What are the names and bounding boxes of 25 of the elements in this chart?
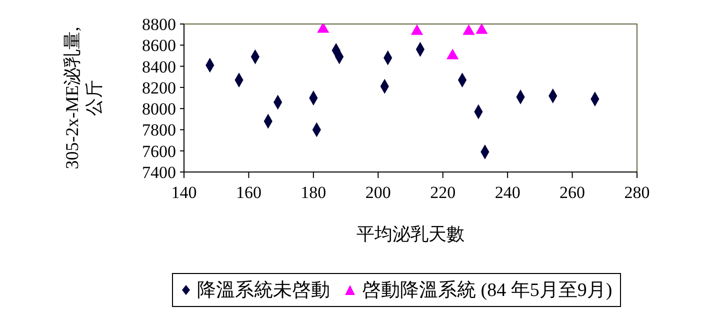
x-tick-label: 260 bbox=[560, 183, 586, 202]
x-axis-title: 平均泌乳天數 bbox=[356, 224, 464, 244]
x-tick-label: 220 bbox=[430, 183, 456, 202]
x-tick-label: 180 bbox=[300, 183, 326, 202]
x-tick-label: 240 bbox=[494, 183, 520, 202]
y-tick-label: 8000 bbox=[142, 100, 176, 119]
y-tick-label: 7600 bbox=[142, 142, 176, 161]
point bbox=[446, 48, 459, 60]
y-tick-label: 8800 bbox=[142, 15, 176, 34]
y-tick-label: 8600 bbox=[142, 36, 176, 56]
x-tick-label: 280 bbox=[624, 183, 650, 202]
point bbox=[462, 24, 475, 35]
x-tick-label: 140 bbox=[171, 183, 197, 202]
y-axis-title: 305-2x-ME泌乳量, 公斤 bbox=[62, 26, 104, 170]
x-tick-label: 200 bbox=[365, 183, 391, 202]
legend-label: 啓動降溫系統 (84 年5月至9月) bbox=[362, 279, 612, 303]
point bbox=[476, 24, 488, 34]
point bbox=[410, 24, 424, 35]
y-tick-label: 8200 bbox=[142, 78, 176, 98]
point bbox=[317, 24, 330, 33]
y-tick-label: 7800 bbox=[142, 120, 176, 140]
legend-label: 降溫系統未啓動 bbox=[197, 279, 330, 303]
y-tick-label: 8400 bbox=[142, 57, 176, 76]
x-tick-label: 160 bbox=[236, 183, 262, 202]
y-tick-label: 7400 bbox=[142, 163, 176, 182]
